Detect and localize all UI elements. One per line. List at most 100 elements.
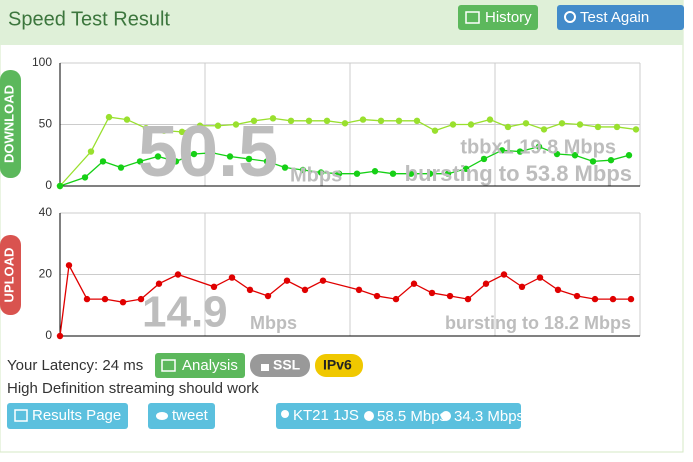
download-unit: Mbps xyxy=(290,164,342,186)
data-point xyxy=(287,117,295,125)
data-point xyxy=(625,152,633,159)
data-point xyxy=(232,121,240,128)
data-point xyxy=(632,126,640,133)
results-label[interactable]: Results Page xyxy=(32,407,121,424)
data-point xyxy=(264,292,272,300)
data-point xyxy=(178,128,186,136)
data-point xyxy=(160,127,168,134)
data-point xyxy=(81,174,89,181)
history-label[interactable]: History xyxy=(485,9,532,26)
analysis-button[interactable] xyxy=(155,353,245,378)
pin-icon xyxy=(281,410,289,418)
data-point xyxy=(87,148,95,155)
upload-burst: bursting to 18.2 Mbps xyxy=(445,313,631,333)
data-point xyxy=(245,155,253,163)
upload-result[interactable]: 34.3 Mbps xyxy=(454,408,524,425)
y-tick-label: 0 xyxy=(45,328,52,342)
note: High Definition streaming should work xyxy=(7,380,259,397)
data-point xyxy=(407,170,415,177)
data-point xyxy=(301,286,309,294)
data-point xyxy=(554,286,562,294)
data-point xyxy=(155,280,163,287)
data-point xyxy=(371,168,379,175)
refresh-icon xyxy=(564,11,576,23)
lock-icon xyxy=(261,364,269,371)
download-label: DOWNLOAD xyxy=(1,85,16,163)
data-point xyxy=(105,113,113,121)
data-point xyxy=(228,274,236,281)
y-tick-label: 50 xyxy=(39,117,53,131)
test-again-label[interactable]: Test Again xyxy=(580,9,649,26)
results-button[interactable] xyxy=(7,403,128,429)
analysis-label[interactable]: Analysis xyxy=(182,357,238,374)
data-point xyxy=(627,295,635,303)
title: Speed Test Result xyxy=(8,8,170,30)
data-point xyxy=(269,115,277,122)
data-point xyxy=(518,283,526,290)
data-point xyxy=(395,117,403,125)
data-point xyxy=(553,150,561,158)
data-point xyxy=(573,292,581,300)
data-point xyxy=(214,122,222,129)
data-point xyxy=(208,149,216,156)
tweet-button[interactable] xyxy=(148,403,215,429)
data-point xyxy=(540,126,548,133)
download-burst: bursting to 53.8 Mbps xyxy=(405,161,632,186)
data-point xyxy=(535,143,543,150)
tweet-label[interactable]: tweet xyxy=(172,407,209,424)
location-label[interactable]: KT21 1JS xyxy=(293,407,359,424)
data-point xyxy=(65,262,73,269)
up-icon xyxy=(441,411,451,421)
data-point xyxy=(594,123,602,131)
data-point xyxy=(613,123,621,131)
download-speed: 50.5 xyxy=(138,112,278,192)
upload-unit: Mbps xyxy=(250,313,297,333)
data-point xyxy=(335,170,343,177)
y-tick-label: 100 xyxy=(32,55,52,69)
data-point xyxy=(467,121,475,128)
data-point xyxy=(480,155,488,163)
data-point xyxy=(536,274,544,281)
data-point xyxy=(355,286,363,294)
data-point xyxy=(373,292,381,300)
data-point xyxy=(136,158,144,165)
data-point xyxy=(137,295,145,303)
data-point xyxy=(99,158,107,165)
data-point xyxy=(464,295,472,303)
y-tick-label: 40 xyxy=(39,205,53,219)
download-result[interactable]: 58.5 Mbps xyxy=(377,408,447,425)
data-point xyxy=(498,147,506,154)
share-icon xyxy=(14,409,28,422)
ipv6-label: IPv6 xyxy=(323,357,352,373)
data-point xyxy=(504,123,512,131)
data-point xyxy=(353,170,361,177)
data-point xyxy=(172,158,180,165)
location-button[interactable] xyxy=(276,403,521,429)
data-point xyxy=(226,153,234,160)
test-again-button[interactable] xyxy=(557,5,684,30)
data-point xyxy=(196,122,204,129)
data-point xyxy=(56,332,64,340)
data-point xyxy=(413,117,421,125)
data-point xyxy=(558,120,566,127)
chart-icon xyxy=(161,359,176,372)
data-point xyxy=(516,148,524,155)
data-point xyxy=(462,165,470,172)
download-tag xyxy=(0,70,21,178)
data-point xyxy=(591,295,599,303)
data-point xyxy=(117,164,125,171)
data-point xyxy=(449,121,457,128)
data-point xyxy=(446,292,454,300)
download-detail: tbbx1 19.8 Mbps xyxy=(460,136,616,158)
data-point xyxy=(589,158,597,165)
data-point xyxy=(305,117,313,125)
data-point xyxy=(410,280,418,287)
data-point xyxy=(317,169,325,176)
ipv6-badge xyxy=(315,354,363,377)
ssl-badge xyxy=(250,354,310,377)
data-point xyxy=(323,117,331,125)
data-point xyxy=(119,298,127,306)
data-point xyxy=(123,116,131,123)
